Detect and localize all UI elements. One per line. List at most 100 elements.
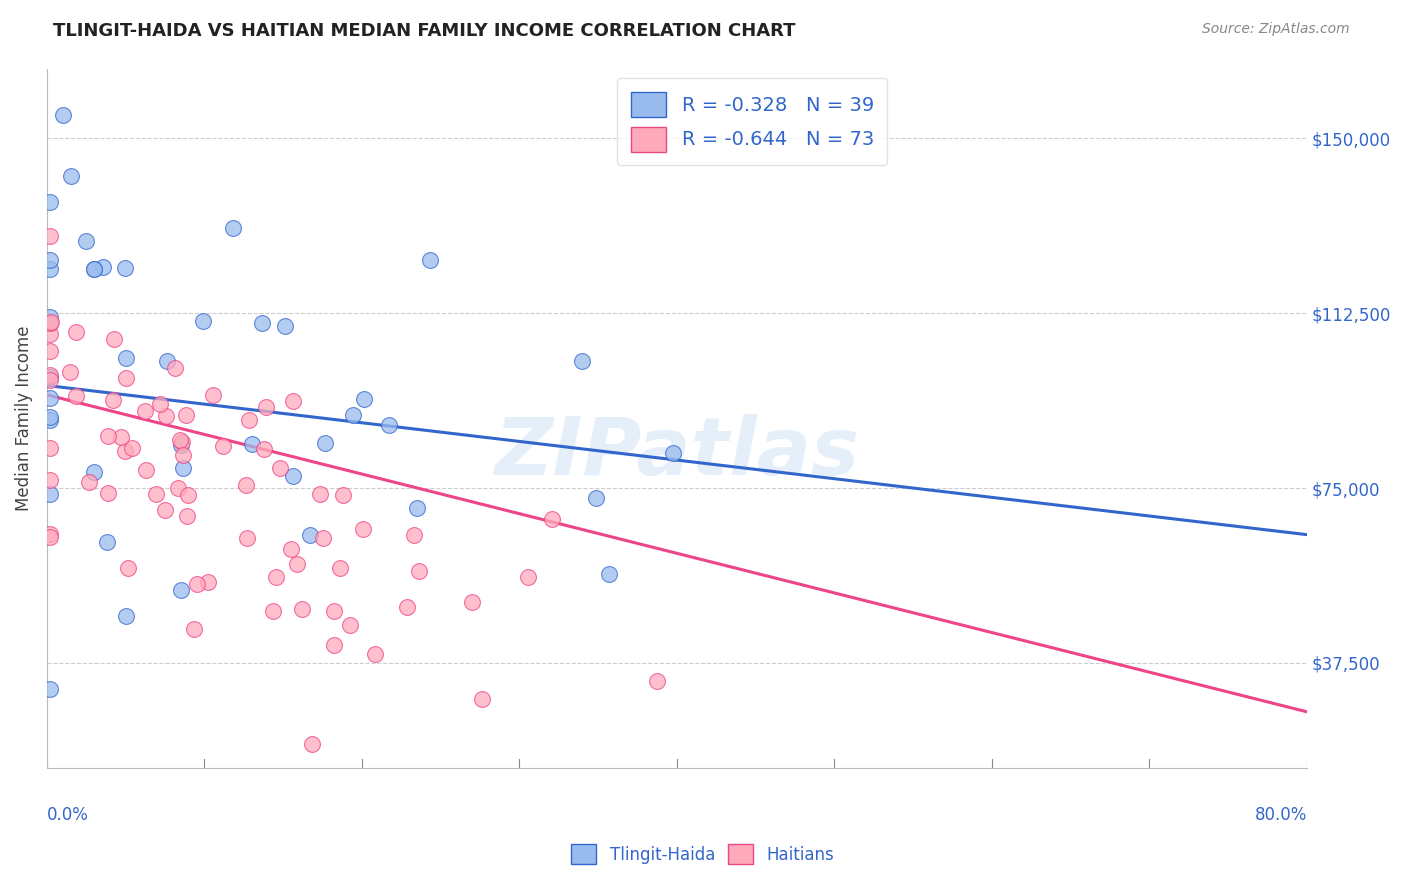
Point <box>39 373 62 387</box>
Point <box>342 408 364 422</box>
Point <box>378 417 401 432</box>
Point <box>262 604 284 618</box>
Point <box>339 618 361 632</box>
Point <box>39 229 62 244</box>
Point <box>396 600 419 615</box>
Point <box>221 220 243 235</box>
Point <box>254 400 277 414</box>
Point <box>402 527 425 541</box>
Point <box>39 526 62 541</box>
Point <box>253 442 276 456</box>
Point <box>299 528 322 542</box>
Point <box>65 389 87 403</box>
Text: TLINGIT-HAIDA VS HAITIAN MEDIAN FAMILY INCOME CORRELATION CHART: TLINGIT-HAIDA VS HAITIAN MEDIAN FAMILY I… <box>53 22 796 40</box>
Point <box>240 437 263 451</box>
Point <box>323 639 346 653</box>
Point <box>419 253 441 268</box>
Point <box>115 608 138 623</box>
Point <box>332 488 354 502</box>
Point <box>172 460 194 475</box>
Point <box>39 252 62 267</box>
Point <box>170 435 193 450</box>
Point <box>585 491 607 505</box>
Point <box>645 674 668 689</box>
Point <box>250 316 273 330</box>
Point <box>59 169 82 183</box>
Point <box>83 262 105 277</box>
Point <box>39 391 62 405</box>
Point <box>101 392 124 407</box>
Point <box>39 530 62 544</box>
Point <box>156 354 179 368</box>
Point <box>65 325 87 339</box>
Point <box>59 365 82 379</box>
Point <box>269 461 291 475</box>
Legend: R = -0.328   N = 39, R = -0.644   N = 73: R = -0.328 N = 39, R = -0.644 N = 73 <box>617 78 887 165</box>
Point <box>39 194 62 209</box>
Point <box>39 316 62 330</box>
Point <box>301 738 323 752</box>
Point <box>149 397 172 411</box>
Point <box>274 318 297 333</box>
Legend: Tlingit-Haida, Haitians: Tlingit-Haida, Haitians <box>565 838 841 871</box>
Point <box>176 509 198 524</box>
Point <box>571 353 593 368</box>
Point <box>322 604 344 618</box>
Point <box>39 486 62 500</box>
Point <box>169 438 191 452</box>
Point <box>39 326 62 341</box>
Point <box>167 482 190 496</box>
Point <box>153 502 176 516</box>
Point <box>39 317 62 331</box>
Point <box>169 583 191 598</box>
Point <box>96 535 118 549</box>
Point <box>177 488 200 502</box>
Point <box>39 412 62 426</box>
Point <box>52 108 75 122</box>
Point <box>517 570 540 584</box>
Point <box>110 430 132 444</box>
Point <box>172 448 194 462</box>
Point <box>97 486 120 500</box>
Point <box>598 567 620 582</box>
Point <box>174 409 197 423</box>
Point <box>353 392 375 406</box>
Point <box>287 558 309 572</box>
Point <box>408 564 430 578</box>
Point <box>117 561 139 575</box>
Point <box>314 436 336 450</box>
Point <box>115 351 138 366</box>
Point <box>39 310 62 324</box>
Y-axis label: Median Family Income: Median Family Income <box>15 326 32 511</box>
Text: Source: ZipAtlas.com: Source: ZipAtlas.com <box>1202 22 1350 37</box>
Point <box>281 469 304 483</box>
Point <box>312 531 335 545</box>
Point <box>212 439 235 453</box>
Point <box>145 487 167 501</box>
Point <box>39 343 62 358</box>
Point <box>197 575 219 590</box>
Point <box>201 388 224 402</box>
Point <box>406 500 429 515</box>
Point <box>235 478 257 492</box>
Point <box>471 692 494 706</box>
Point <box>183 622 205 636</box>
Point <box>39 442 62 456</box>
Point <box>236 531 259 545</box>
Point <box>329 561 352 575</box>
Point <box>39 410 62 425</box>
Point <box>193 314 215 328</box>
Point <box>83 465 105 479</box>
Point <box>352 522 374 536</box>
Point <box>186 577 208 591</box>
Point <box>155 409 177 423</box>
Point <box>135 463 157 477</box>
Point <box>238 413 260 427</box>
Point <box>39 681 62 696</box>
Point <box>291 601 314 615</box>
Point <box>83 261 105 276</box>
Text: 0.0%: 0.0% <box>46 806 89 824</box>
Point <box>662 446 685 460</box>
Point <box>264 569 287 583</box>
Point <box>121 442 143 456</box>
